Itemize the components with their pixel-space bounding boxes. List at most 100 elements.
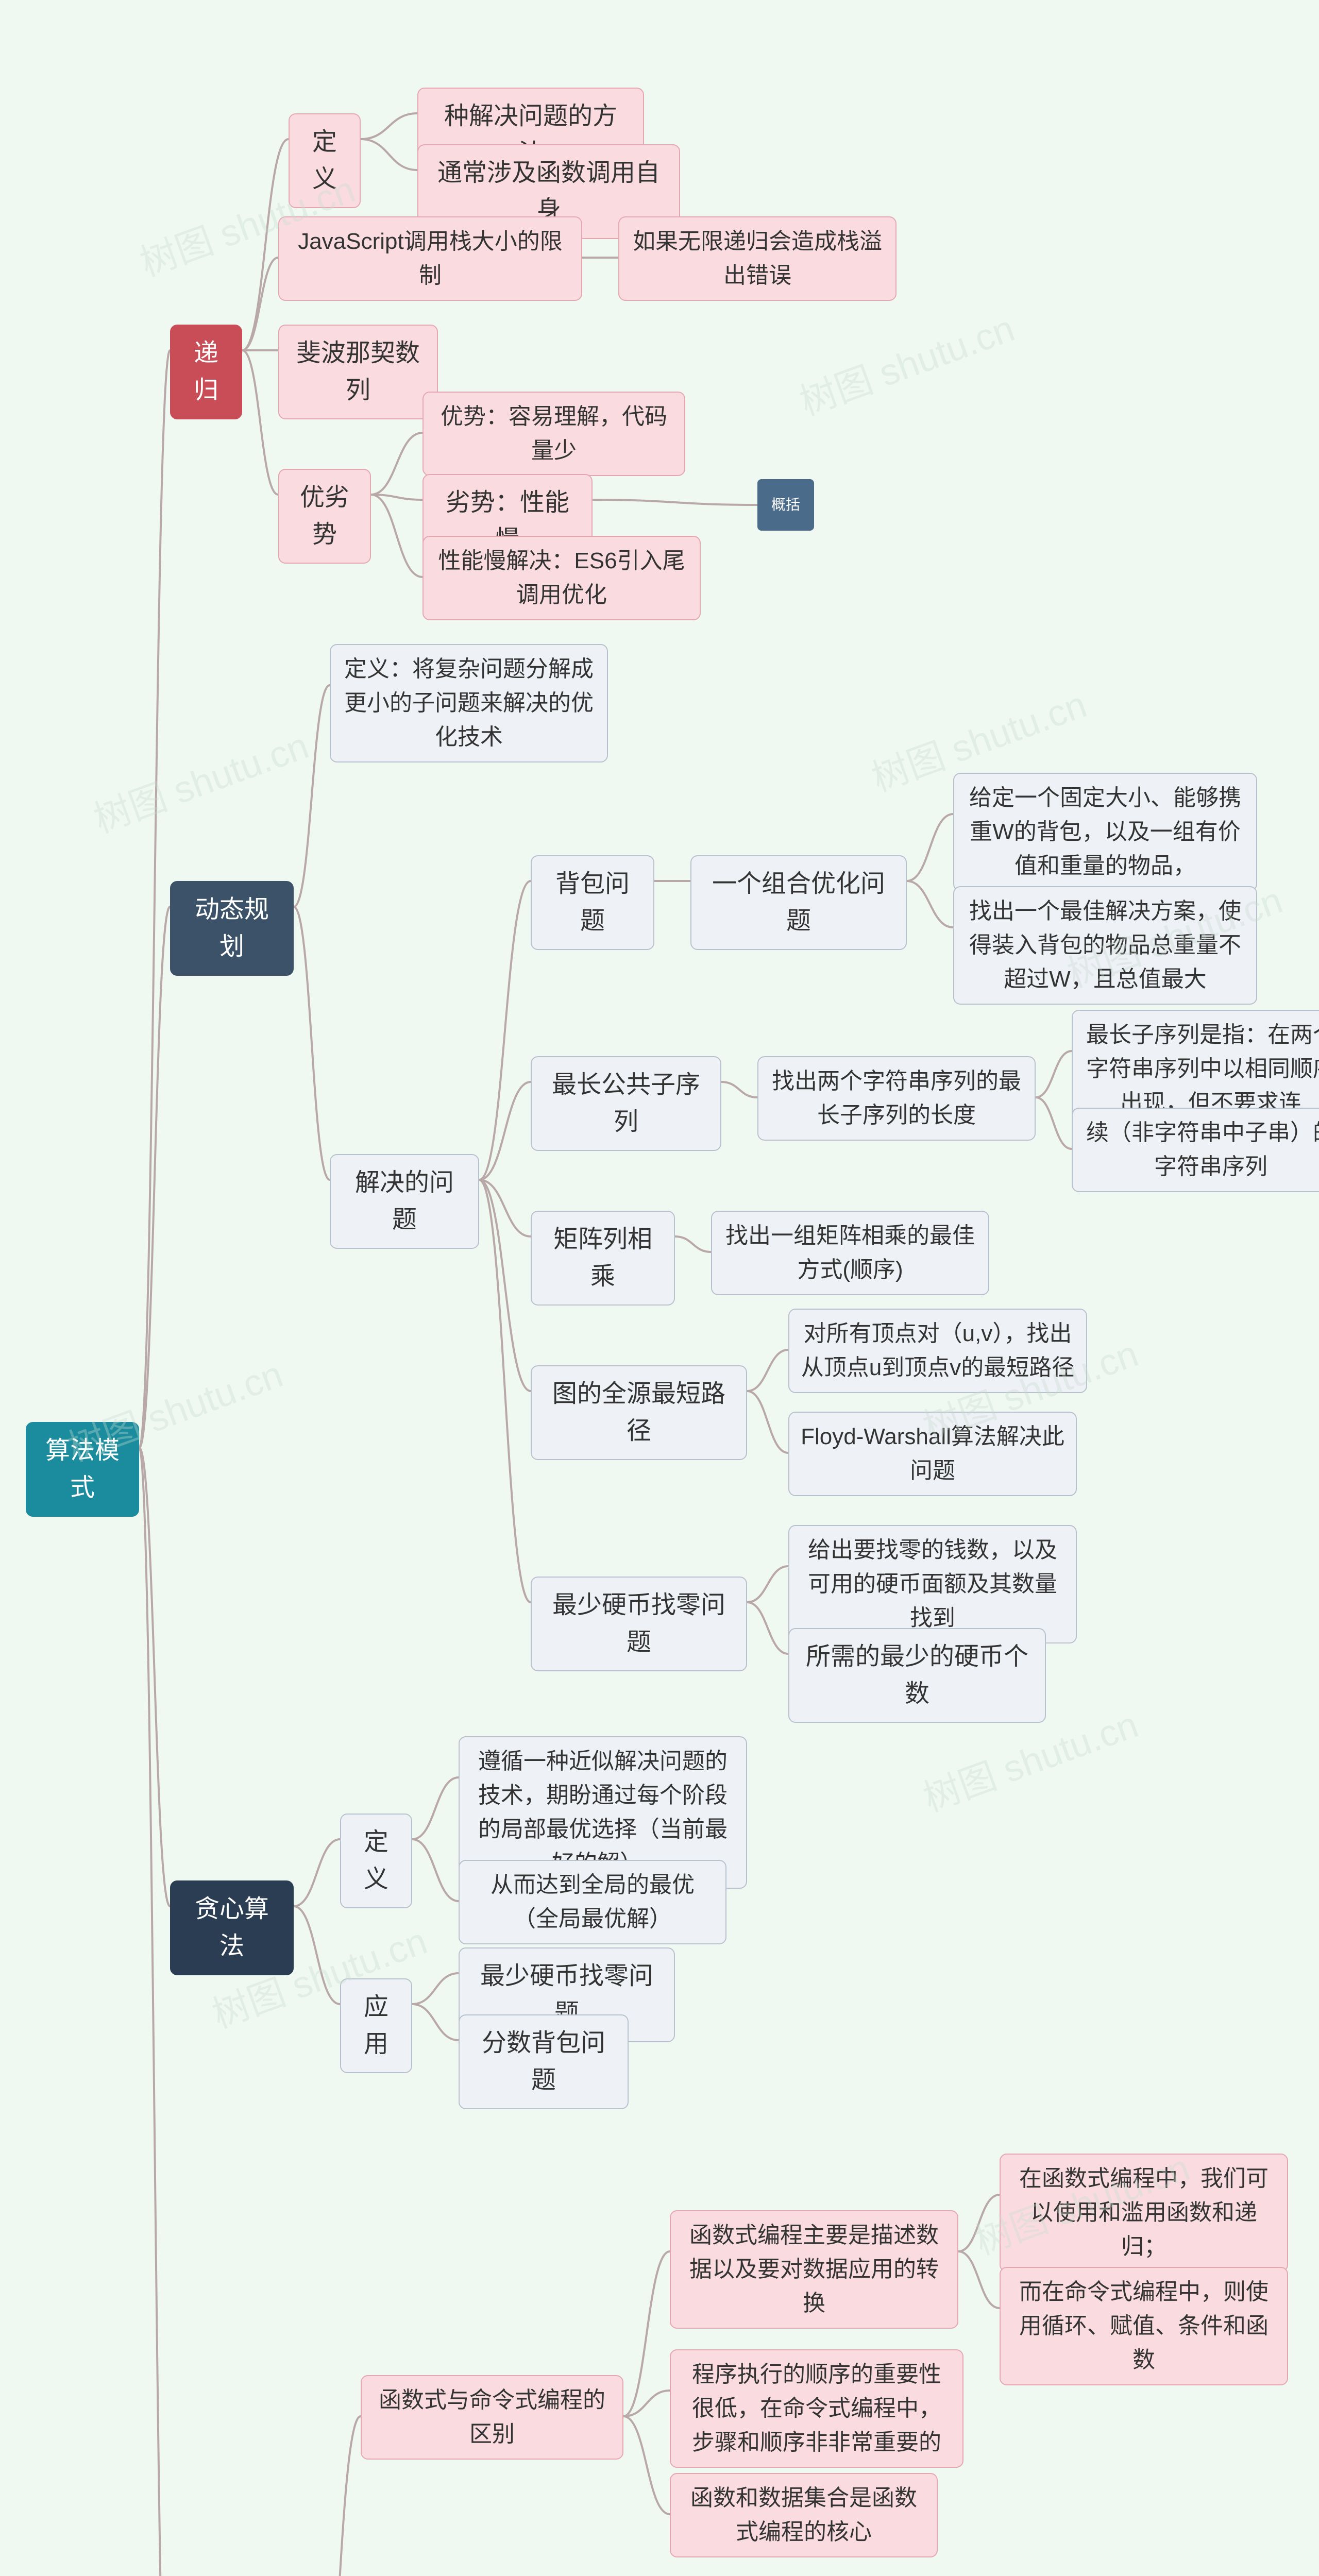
node-rec_adv_2_s[interactable]: 概括 — [757, 479, 814, 531]
node-label: 对所有顶点对（u,v），找出从顶点u到顶点v的最短路径 — [801, 1317, 1075, 1385]
link — [314, 2416, 361, 2576]
node-dp_kn_1b[interactable]: 找出一个最佳解决方案，使得装入背包的物品总重量不超过W，且总值最大 — [953, 886, 1257, 1005]
node-root[interactable]: 算法模式 — [26, 1422, 139, 1517]
node-dp_mtx[interactable]: 矩阵列相乘 — [531, 1211, 675, 1306]
link — [139, 1448, 170, 2576]
node-label: 递归 — [185, 335, 227, 409]
link — [1036, 1051, 1072, 1097]
node-dp_kn_1a[interactable]: 给定一个固定大小、能够携重W的背包，以及一组有价值和重量的物品， — [953, 773, 1257, 891]
link — [747, 1350, 788, 1391]
node-label: 最少硬币找零问题 — [546, 1587, 732, 1661]
node-label: 定义 — [304, 124, 345, 198]
node-dp_kn_1[interactable]: 一个组合优化问题 — [690, 855, 907, 950]
link — [593, 500, 757, 505]
node-gr_app_2[interactable]: 分数背包问题 — [459, 2014, 629, 2109]
link — [294, 685, 330, 907]
node-label: 定义 — [356, 1824, 397, 1898]
node-dp_lcs[interactable]: 最长公共子序列 — [531, 1056, 721, 1151]
node-label: 找出一组矩阵相乘的最佳方式(顺序) — [723, 1219, 977, 1287]
link — [958, 2251, 1000, 2308]
node-rec_js[interactable]: JavaScript调用栈大小的限制 — [278, 216, 582, 301]
link — [721, 1082, 757, 1097]
node-label: 最长子序列是指：在两个字符串序列中以相同顺序出现，但不要求连 — [1084, 1018, 1319, 1120]
node-label: 给出要找零的钱数，以及可用的硬币面额及其数量找到 — [801, 1533, 1064, 1635]
node-fp_diff_1b[interactable]: 而在命令式编程中，则使用循环、赋值、条件和函数 — [1000, 2267, 1288, 2385]
node-greedy[interactable]: 贪心算法 — [170, 1880, 294, 1975]
node-fp_diff_1a[interactable]: 在函数式编程中，我们可以使用和滥用函数和递归； — [1000, 2154, 1288, 2272]
node-rec_js_err[interactable]: 如果无限递归会造成栈溢出错误 — [618, 216, 897, 301]
node-label: 概括 — [771, 494, 800, 516]
node-label: 最长公共子序列 — [546, 1066, 706, 1141]
node-label: 从而达到全局的最优（全局最优解） — [471, 1868, 714, 1936]
node-label: 算法模式 — [41, 1432, 124, 1506]
node-rec_fib[interactable]: 斐波那契数列 — [278, 325, 438, 419]
link — [412, 1973, 459, 2004]
node-recursion[interactable]: 递归 — [170, 325, 242, 419]
node-gr_app[interactable]: 应用 — [340, 1978, 412, 2073]
link — [294, 1906, 340, 2004]
node-fp_diff_2[interactable]: 程序执行的顺序的重要性很低，在命令式编程中，步骤和顺序非非常重要的 — [670, 2349, 963, 2468]
link — [242, 258, 278, 350]
node-label: 优劣势 — [294, 479, 356, 553]
node-label: 而在命令式编程中，则使用循环、赋值、条件和函数 — [1012, 2275, 1276, 2377]
node-dp_graph_2[interactable]: Floyd-Warshall算法解决此问题 — [788, 1412, 1077, 1496]
node-gr_def[interactable]: 定义 — [340, 1814, 412, 1908]
node-label: 在函数式编程中，我们可以使用和滥用函数和递归； — [1012, 2162, 1276, 2264]
link — [371, 495, 422, 500]
node-label: 定义：将复杂问题分解成更小的子问题来解决的优化技术 — [342, 652, 596, 754]
node-dp[interactable]: 动态规划 — [170, 881, 294, 976]
node-dp_lcs_1[interactable]: 找出两个字符串序列的最长子序列的长度 — [757, 1056, 1036, 1141]
node-dp_coin[interactable]: 最少硬币找零问题 — [531, 1577, 747, 1671]
node-dp_graph_1[interactable]: 对所有顶点对（u,v），找出从顶点u到顶点v的最短路径 — [788, 1309, 1087, 1393]
node-label: 一个组合优化问题 — [706, 866, 891, 940]
link — [623, 2251, 670, 2416]
node-label: 如果无限递归会造成栈溢出错误 — [631, 225, 884, 293]
node-gr_def_2[interactable]: 从而达到全局的最优（全局最优解） — [459, 1860, 726, 1944]
link — [747, 1391, 788, 1453]
link — [623, 2416, 670, 2514]
link — [412, 1777, 459, 1839]
node-label: 找出两个字符串序列的最长子序列的长度 — [770, 1064, 1023, 1132]
link — [412, 2004, 459, 2040]
node-fp_diff_3[interactable]: 函数和数据集合是函数式编程的核心 — [670, 2473, 938, 2557]
node-label: 斐波那契数列 — [294, 335, 422, 409]
link — [747, 1602, 788, 1654]
link — [139, 350, 170, 1448]
link — [747, 1566, 788, 1602]
node-label: 所需的最少的硬币个数 — [804, 1638, 1030, 1713]
node-dp_kn[interactable]: 背包问题 — [531, 855, 654, 950]
link — [412, 1839, 459, 1901]
node-dp_mtx_1[interactable]: 找出一组矩阵相乘的最佳方式(顺序) — [711, 1211, 989, 1295]
link — [907, 814, 953, 881]
node-dp_lcs_1b[interactable]: 续（非字符串中子串）的字符串序列 — [1072, 1108, 1319, 1192]
node-rec_adv_3[interactable]: 性能慢解决：ES6引入尾调用优化 — [422, 536, 701, 620]
link — [675, 1236, 711, 1252]
link — [623, 2391, 670, 2416]
node-label: JavaScript调用栈大小的限制 — [291, 225, 570, 293]
node-dp_prob[interactable]: 解决的问题 — [330, 1154, 479, 1249]
node-label: 图的全源最短路径 — [546, 1376, 732, 1450]
node-label: 优势：容易理解，代码量少 — [435, 400, 673, 468]
link — [479, 1180, 531, 1391]
node-label: 分数背包问题 — [474, 2025, 613, 2099]
node-dp_graph[interactable]: 图的全源最短路径 — [531, 1365, 747, 1460]
node-fp_diff_1[interactable]: 函数式编程主要是描述数据以及要对数据应用的转换 — [670, 2210, 958, 2329]
node-dp_coin_1[interactable]: 给出要找零的钱数，以及可用的硬币面额及其数量找到 — [788, 1525, 1077, 1643]
node-fp_diff[interactable]: 函数式与命令式编程的区别 — [361, 2375, 623, 2460]
link — [294, 1839, 340, 1906]
link — [371, 433, 422, 495]
node-label: 给定一个固定大小、能够携重W的背包，以及一组有价值和重量的物品， — [966, 781, 1245, 883]
node-label: Floyd-Warshall算法解决此问题 — [801, 1420, 1064, 1488]
node-label: 动态规划 — [185, 891, 278, 965]
node-rec_adv[interactable]: 优劣势 — [278, 469, 371, 564]
node-label: 解决的问题 — [345, 1164, 464, 1239]
link — [958, 2195, 1000, 2251]
node-rec_def[interactable]: 定义 — [289, 113, 361, 208]
node-rec_adv_1[interactable]: 优势：容易理解，代码量少 — [422, 392, 685, 476]
link — [479, 1082, 531, 1180]
node-label: 找出一个最佳解决方案，使得装入背包的物品总重量不超过W，且总值最大 — [966, 894, 1245, 996]
link — [1036, 1097, 1072, 1149]
node-dp_def[interactable]: 定义：将复杂问题分解成更小的子问题来解决的优化技术 — [330, 644, 608, 762]
node-dp_coin_2[interactable]: 所需的最少的硬币个数 — [788, 1628, 1046, 1723]
node-label: 背包问题 — [546, 866, 639, 940]
